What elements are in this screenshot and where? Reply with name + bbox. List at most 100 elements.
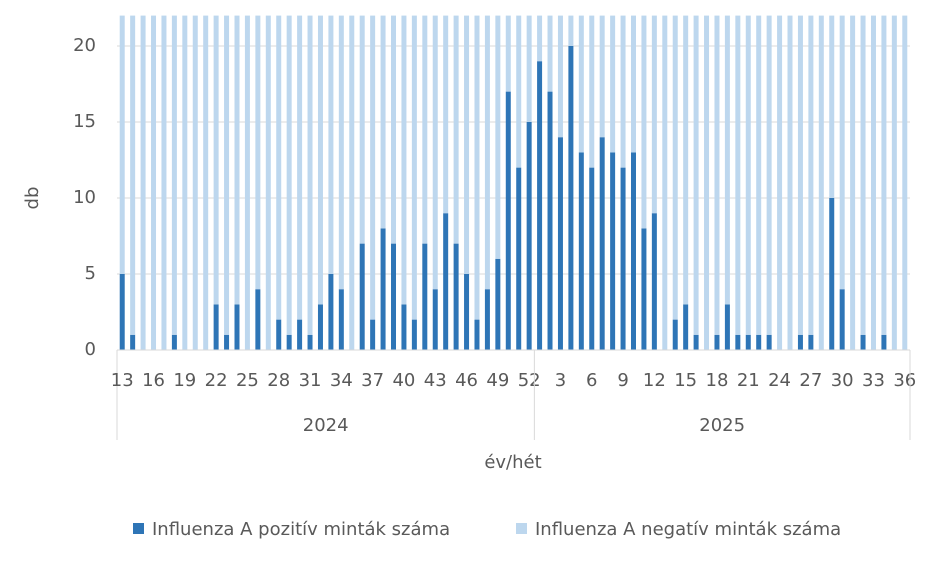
bar-segment [547, 15, 553, 92]
bar-segment [505, 91, 511, 350]
y-tick-label: 20 [73, 35, 96, 56]
bar-segment [662, 15, 668, 350]
bar-segment [714, 15, 720, 335]
bar-segment [474, 319, 480, 350]
bar-segment [464, 15, 470, 274]
x-tick-label: 18 [706, 370, 729, 391]
x-tick-label: 3 [555, 370, 566, 391]
bar-segment [119, 15, 125, 274]
bar-segment [547, 91, 553, 350]
bar-segment [213, 304, 219, 350]
bar-segment [724, 304, 730, 350]
bar-segment [599, 15, 605, 138]
bar-segment [735, 15, 741, 335]
bar-segment [537, 61, 543, 350]
y-tick-label: 0 [85, 339, 96, 360]
x-tick-label: 6 [586, 370, 597, 391]
bar-segment [317, 304, 323, 350]
y-tick-label: 15 [73, 111, 96, 132]
bar-segment [818, 15, 824, 350]
bar-segment [766, 334, 772, 350]
bar-segment [839, 15, 845, 290]
bar-segment [443, 213, 449, 350]
bar-segment [484, 289, 490, 350]
bar-segment [589, 167, 595, 350]
bar-segment [557, 137, 563, 350]
bar-segment [411, 15, 417, 320]
bar-segment [777, 15, 783, 350]
bar-segment [693, 15, 699, 335]
bar-segment [881, 15, 887, 335]
bar-segment [860, 15, 866, 335]
bar-segment [130, 334, 136, 350]
x-tick-label: 30 [831, 370, 854, 391]
bar-segment [610, 152, 616, 350]
bar-segment [495, 258, 501, 350]
bar-segment [224, 15, 230, 335]
bar-segment [860, 334, 866, 350]
bar-segment [182, 15, 188, 350]
bar-segment [745, 15, 751, 335]
bar-segment [516, 15, 522, 168]
bar-segment [756, 15, 762, 335]
bar-segment [453, 243, 459, 350]
bar-segment [870, 15, 876, 350]
bar-segment [171, 334, 177, 350]
bar-segment [808, 15, 814, 335]
bar-segment [745, 334, 751, 350]
bar-segment [641, 15, 647, 229]
bar-segment [422, 243, 428, 350]
bar-segment [411, 319, 417, 350]
bar-segment [672, 15, 678, 320]
bar-segment [829, 198, 835, 350]
bar-segment [432, 289, 438, 350]
bar-segment [797, 334, 803, 350]
bar-segment [276, 319, 282, 350]
bar-segment [891, 15, 897, 350]
x-tick-label: 36 [893, 370, 916, 391]
bar-segment [307, 15, 313, 335]
bar-segment [307, 334, 313, 350]
bar-segment [505, 15, 511, 92]
x-tick-label: 13 [111, 370, 134, 391]
bar-segment [620, 167, 626, 350]
x-tick-label: 34 [330, 370, 353, 391]
bar-segment [808, 334, 814, 350]
bar-segment [672, 319, 678, 350]
bar-segment [234, 304, 240, 350]
bar-segment [151, 15, 157, 350]
group-label: 2024 [303, 415, 349, 436]
bar-segment [391, 243, 397, 350]
bar-segment [234, 15, 240, 305]
bar-segment [370, 15, 376, 320]
bar-segment [453, 15, 459, 244]
legend-label: Influenza A pozitív minták száma [152, 519, 450, 540]
x-tick-label: 31 [299, 370, 322, 391]
y-tick-label: 5 [85, 263, 96, 284]
bar-segment [839, 289, 845, 350]
y-axis-title: db [22, 187, 43, 210]
x-tick-label: 40 [392, 370, 415, 391]
bar-segment [484, 15, 490, 290]
bar-segment [724, 15, 730, 305]
bar-segment [391, 15, 397, 244]
x-tick-label: 46 [455, 370, 478, 391]
x-tick-label: 22 [205, 370, 228, 391]
x-tick-label: 37 [361, 370, 384, 391]
bar-segment [213, 15, 219, 305]
bar-segment [850, 15, 856, 350]
bar-segment [380, 15, 386, 229]
bar-segment [651, 15, 657, 214]
bar-segment [286, 15, 292, 335]
bar-segment [203, 15, 209, 350]
bar-segment [735, 334, 741, 350]
bar-segment [568, 46, 574, 350]
bar-segment [557, 15, 563, 138]
bar-segment [297, 15, 303, 320]
bar-segment [693, 334, 699, 350]
x-tick-label: 33 [862, 370, 885, 391]
bar-segment [704, 15, 710, 350]
bar-segment [255, 15, 261, 290]
bar-segment [526, 15, 532, 123]
